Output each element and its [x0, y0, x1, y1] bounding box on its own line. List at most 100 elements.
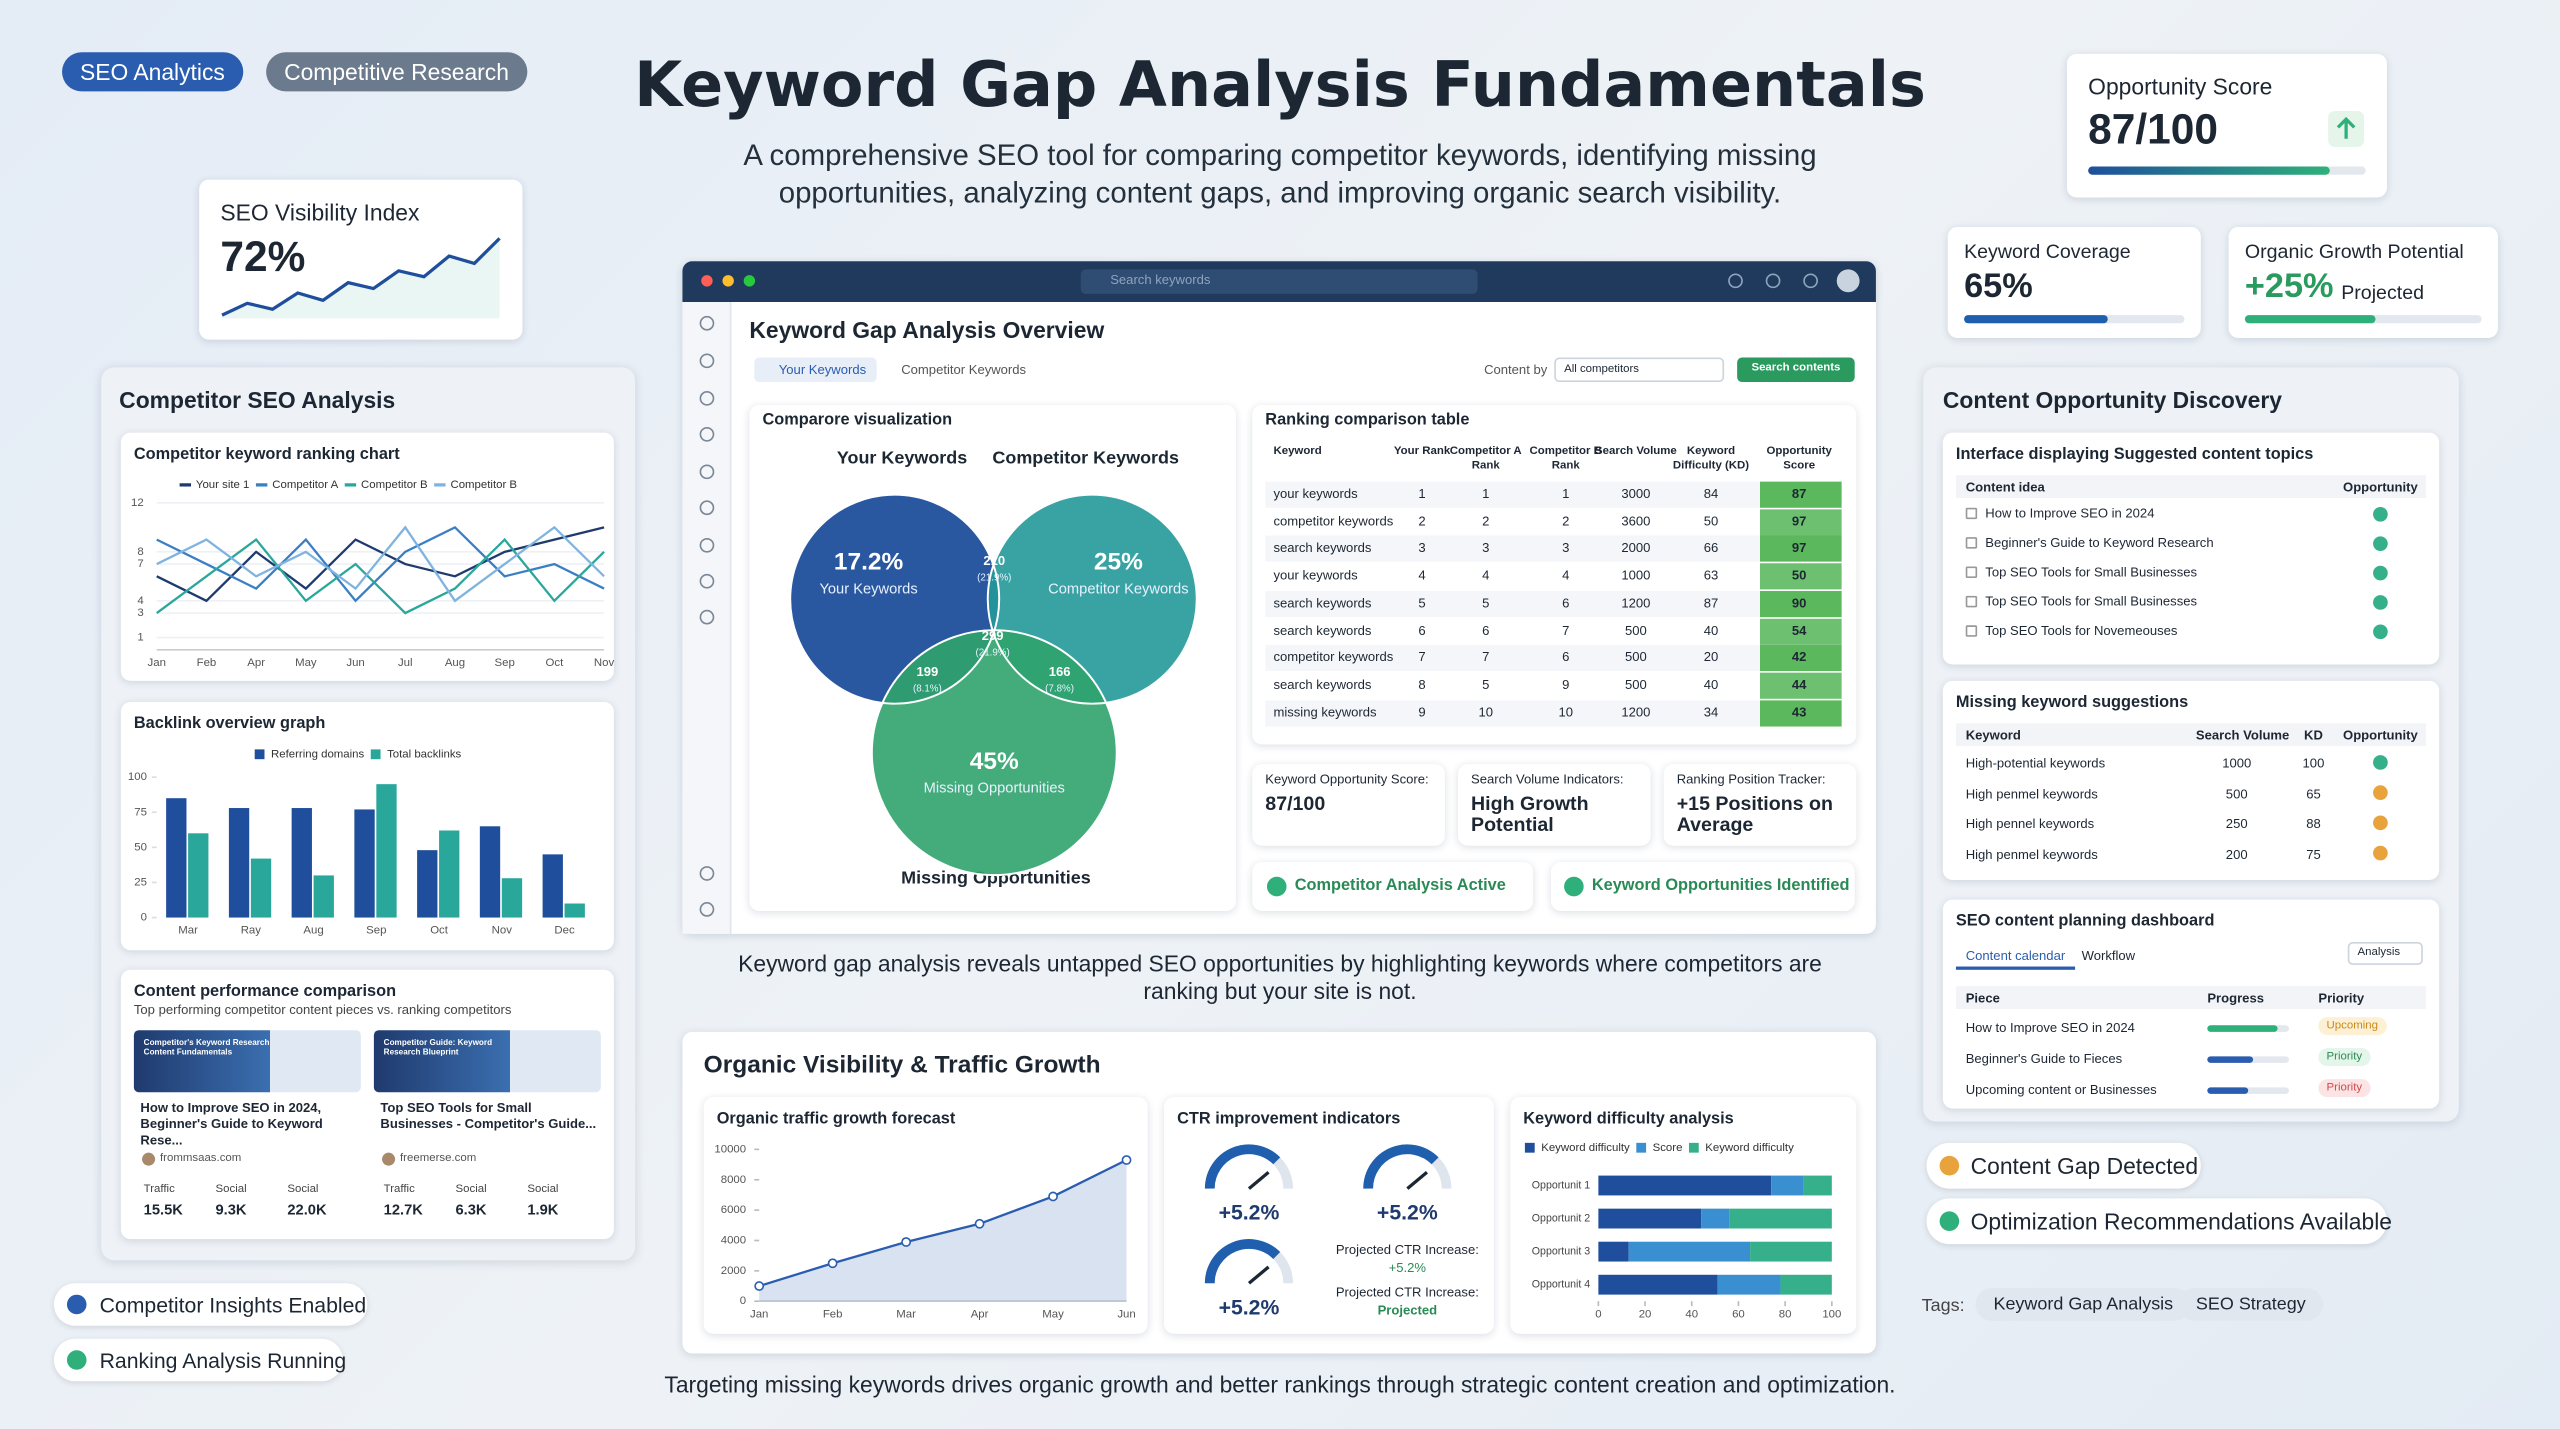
- table-cell: 34: [1703, 704, 1719, 720]
- table-cell: 5: [1482, 595, 1490, 611]
- gauge-value: +5.2%: [1218, 1294, 1280, 1320]
- stat-label: Social: [215, 1183, 247, 1196]
- subtitle: A comprehensive SEO tool for comparing c…: [743, 138, 1817, 209]
- table-cell: 6: [1562, 650, 1570, 665]
- score-cell: [1759, 481, 1842, 508]
- card-title: Comparore visualization: [762, 411, 953, 430]
- progress-bar: [2088, 166, 2330, 175]
- checkbox: [1965, 595, 1978, 608]
- kpi-label: SEO Visibility Index: [220, 199, 420, 226]
- metric-value: 87/100: [1265, 791, 1326, 815]
- stat-value: 15.5K: [143, 1201, 183, 1218]
- list-header: Content idea: [1965, 479, 2045, 495]
- stat-label: Social: [455, 1183, 487, 1196]
- kpi-value: 65%: [1964, 267, 2033, 306]
- table-cell: competitor keywords: [1273, 513, 1394, 529]
- tab[interactable]: Content calendar: [1955, 945, 2075, 970]
- table-cell: 9: [1418, 704, 1426, 720]
- tag-pill[interactable]: Competitive Research: [266, 52, 527, 92]
- table-cell: 87: [1791, 486, 1807, 502]
- list-header: Keyword: [1965, 728, 2021, 743]
- sidebar: [682, 302, 732, 934]
- table-header: Your Rank: [1393, 445, 1451, 458]
- note-label: Projected CTR Increase:: [1335, 1242, 1479, 1258]
- filter-select[interactable]: All competitors: [1554, 357, 1725, 383]
- kpi-note: Projected: [2341, 280, 2425, 304]
- tag-pill[interactable]: SEO Analytics: [62, 52, 243, 92]
- table-cell: 97: [1791, 513, 1807, 529]
- tab[interactable]: Your Keywords: [754, 357, 876, 383]
- stat-label: Social: [527, 1183, 559, 1196]
- list-item: How to Improve SEO in 2024: [1965, 1020, 2135, 1036]
- list-item: High penmel keywords: [1965, 846, 2098, 862]
- table-cell: 9: [1562, 677, 1570, 693]
- chart-title: Organic traffic growth forecast: [716, 1110, 956, 1129]
- stat-value: 6.3K: [455, 1201, 487, 1218]
- score-cell: [1759, 590, 1842, 617]
- stat-label: Traffic: [383, 1183, 415, 1196]
- section-subtitle: Top performing competitor content pieces…: [133, 1002, 512, 1018]
- priority-pill: Priority: [2318, 1048, 2371, 1067]
- status-badge: [53, 1338, 343, 1382]
- dropdown[interactable]: Analysis: [2347, 942, 2423, 965]
- panel-title: Organic Visibility & Traffic Growth: [703, 1051, 1101, 1080]
- chart-card: [120, 432, 614, 681]
- search-box[interactable]: [1080, 269, 1478, 294]
- venn-card: [749, 404, 1236, 912]
- card-title: Interface displaying Suggested content t…: [1955, 445, 2314, 464]
- table-row: [1265, 699, 1842, 726]
- thumbnail: [373, 1030, 601, 1093]
- checkbox: [1965, 507, 1978, 520]
- status-card: [1551, 862, 1855, 912]
- table-cell: 6: [1418, 622, 1426, 638]
- table-cell: 40: [1703, 622, 1719, 638]
- priority-pill: Upcoming: [2318, 1017, 2387, 1036]
- filter-label: Content by: [1484, 362, 1548, 378]
- table-cell: 3000: [1621, 486, 1651, 502]
- tab[interactable]: Workflow: [2081, 948, 2136, 964]
- tag-pill[interactable]: Keyword Gap Analysis: [1975, 1288, 2192, 1321]
- tag-pill[interactable]: SEO Strategy: [2177, 1288, 2324, 1321]
- table-row: [1265, 536, 1842, 563]
- card-title: CTR improvement indicators: [1177, 1110, 1401, 1129]
- list-header-bg: [1955, 475, 2427, 498]
- venn-label: Competitor Keywords: [992, 448, 1180, 469]
- checkbox: [1965, 566, 1978, 578]
- table-header: Search Volume: [1595, 445, 1677, 458]
- card-title: Ranking comparison table: [1265, 411, 1470, 430]
- score-cell: [1759, 508, 1842, 535]
- tab[interactable]: Competitor Keywords: [901, 362, 1027, 378]
- score-cell: [1759, 699, 1842, 726]
- table-cell: 2: [1482, 513, 1490, 529]
- thumb-text: Competitor Guide: Keyword Research Bluep…: [383, 1038, 493, 1058]
- table-cell: competitor keywords: [1273, 650, 1394, 665]
- table-row: [1265, 481, 1842, 508]
- card-title: SEO content planning dashboard: [1955, 912, 2215, 931]
- list-header: Piece: [1965, 991, 2000, 1006]
- panel-title: Content Opportunity Discovery: [1942, 386, 2282, 414]
- metric-card: [1457, 764, 1651, 846]
- table-row: [1265, 508, 1842, 535]
- list-item: High-potential keywords: [1965, 755, 2106, 771]
- list-card: [1942, 432, 2440, 665]
- table-cell: 7: [1418, 650, 1426, 665]
- list-item: Top SEO Tools for Novemeouses: [1985, 623, 2178, 639]
- badge-text: Ranking Analysis Running: [99, 1348, 347, 1374]
- table-cell: 3: [1482, 541, 1490, 556]
- table-header: Keyword: [1273, 445, 1322, 458]
- content-card: [120, 969, 614, 1240]
- gauge-value: +5.2%: [1218, 1199, 1280, 1225]
- score-cell: [1759, 563, 1842, 590]
- table-cell: your keywords: [1273, 486, 1358, 502]
- status-badge: [1926, 1198, 2387, 1245]
- thumb-text: Competitor's Keyword Research Content Fu…: [143, 1038, 270, 1058]
- primary-button[interactable]: Search contents: [1737, 357, 1855, 383]
- chart-card: [703, 1097, 1148, 1334]
- tags-label: Tags:: [1921, 1296, 1965, 1316]
- table-cell: 2000: [1621, 541, 1651, 556]
- kpi-label: Organic Growth Potential: [2244, 239, 2464, 263]
- table-cell: search keywords: [1273, 677, 1372, 693]
- list-item: High pennel keywords: [1965, 816, 2095, 832]
- table-cell: search keywords: [1273, 541, 1372, 556]
- table-cell: your keywords: [1273, 568, 1358, 584]
